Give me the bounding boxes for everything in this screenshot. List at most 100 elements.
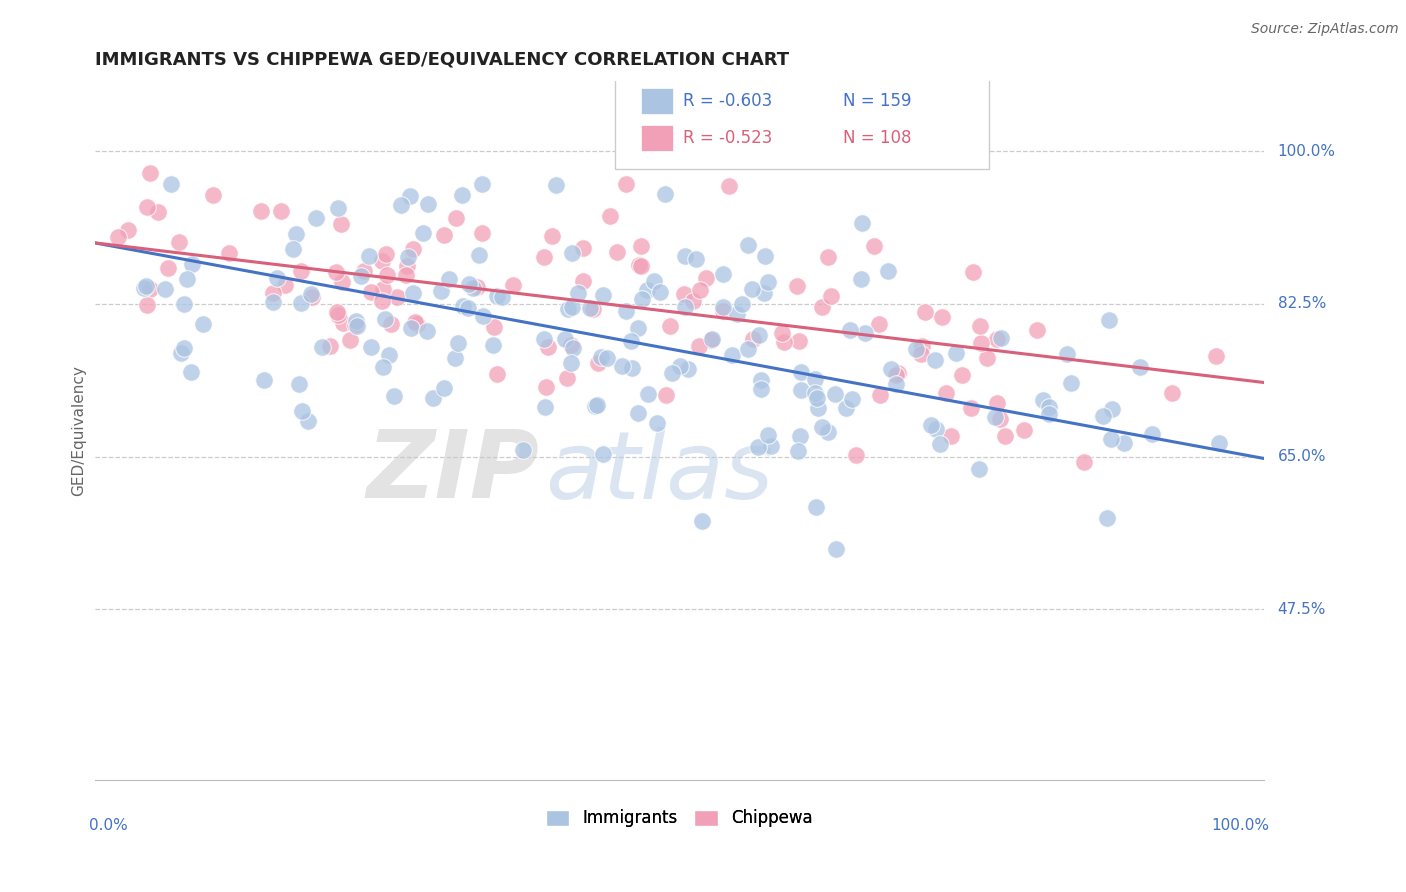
Point [655, 387, 678, 401]
Point [820, 289, 842, 303]
Text: 0.0%: 0.0% [89, 818, 128, 833]
Point [319, 338, 342, 352]
Text: 82.5%: 82.5% [1278, 296, 1326, 311]
Text: R = -0.603: R = -0.603 [683, 92, 772, 110]
Point [880, 362, 903, 376]
Point [406, 317, 429, 331]
Point [990, 331, 1012, 345]
Point [482, 338, 505, 352]
Point [630, 239, 652, 253]
Point [817, 250, 839, 264]
Point [960, 401, 983, 416]
Point [1129, 359, 1152, 374]
Point [790, 383, 813, 397]
Point [962, 265, 984, 279]
Point [718, 178, 741, 193]
Point [399, 188, 422, 202]
Point [689, 283, 711, 297]
Text: 47.5%: 47.5% [1278, 602, 1326, 617]
Point [139, 166, 162, 180]
Point [682, 293, 704, 308]
Point [135, 298, 157, 312]
Point [986, 332, 1008, 346]
Point [380, 317, 402, 331]
Point [711, 304, 734, 318]
Point [482, 320, 505, 334]
Point [817, 425, 839, 439]
Point [443, 351, 465, 365]
Point [180, 257, 202, 271]
Point [377, 348, 399, 362]
Point [430, 284, 453, 298]
Point [924, 352, 946, 367]
Point [627, 321, 650, 335]
Point [730, 297, 752, 311]
Point [749, 373, 772, 387]
Point [1208, 436, 1230, 450]
Point [534, 380, 557, 394]
Point [1098, 313, 1121, 327]
Point [586, 398, 609, 412]
Point [325, 265, 347, 279]
Text: 100.0%: 100.0% [1212, 818, 1270, 833]
Point [486, 368, 509, 382]
Point [395, 268, 418, 283]
Point [297, 414, 319, 428]
Point [914, 305, 936, 319]
Point [471, 226, 494, 240]
Point [1091, 409, 1114, 424]
Point [838, 323, 860, 337]
Text: N = 159: N = 159 [842, 92, 911, 110]
FancyBboxPatch shape [641, 125, 673, 151]
Point [412, 226, 434, 240]
Point [700, 333, 723, 347]
Point [659, 318, 682, 333]
Point [596, 351, 619, 366]
Point [375, 268, 398, 282]
Point [385, 290, 408, 304]
Point [453, 299, 475, 313]
Point [592, 447, 614, 461]
Point [1099, 432, 1122, 446]
Point [290, 264, 312, 278]
Point [737, 238, 759, 252]
Point [457, 301, 479, 315]
Point [1060, 376, 1083, 391]
Point [360, 285, 382, 300]
Point [273, 278, 295, 293]
Point [741, 281, 763, 295]
Point [305, 211, 328, 225]
Point [1038, 408, 1060, 422]
Point [176, 272, 198, 286]
Point [270, 203, 292, 218]
Point [592, 288, 614, 302]
Text: ZIP: ZIP [366, 426, 538, 518]
Point [673, 287, 696, 301]
Point [557, 302, 579, 317]
Point [654, 187, 676, 202]
Point [191, 318, 214, 332]
Point [415, 324, 437, 338]
Point [301, 290, 323, 304]
Point [572, 241, 595, 255]
Point [117, 223, 139, 237]
Point [770, 326, 793, 341]
Point [636, 283, 658, 297]
FancyBboxPatch shape [641, 87, 673, 114]
Point [485, 288, 508, 302]
Point [290, 296, 312, 310]
Point [561, 245, 583, 260]
Point [648, 285, 671, 300]
Point [685, 252, 707, 267]
Point [967, 462, 990, 476]
Point [371, 293, 394, 308]
Point [737, 343, 759, 357]
Point [884, 368, 907, 382]
Point [725, 307, 748, 321]
Point [249, 204, 271, 219]
Point [561, 341, 583, 355]
Point [471, 177, 494, 191]
Point [1101, 402, 1123, 417]
Point [711, 267, 734, 281]
Point [468, 248, 491, 262]
